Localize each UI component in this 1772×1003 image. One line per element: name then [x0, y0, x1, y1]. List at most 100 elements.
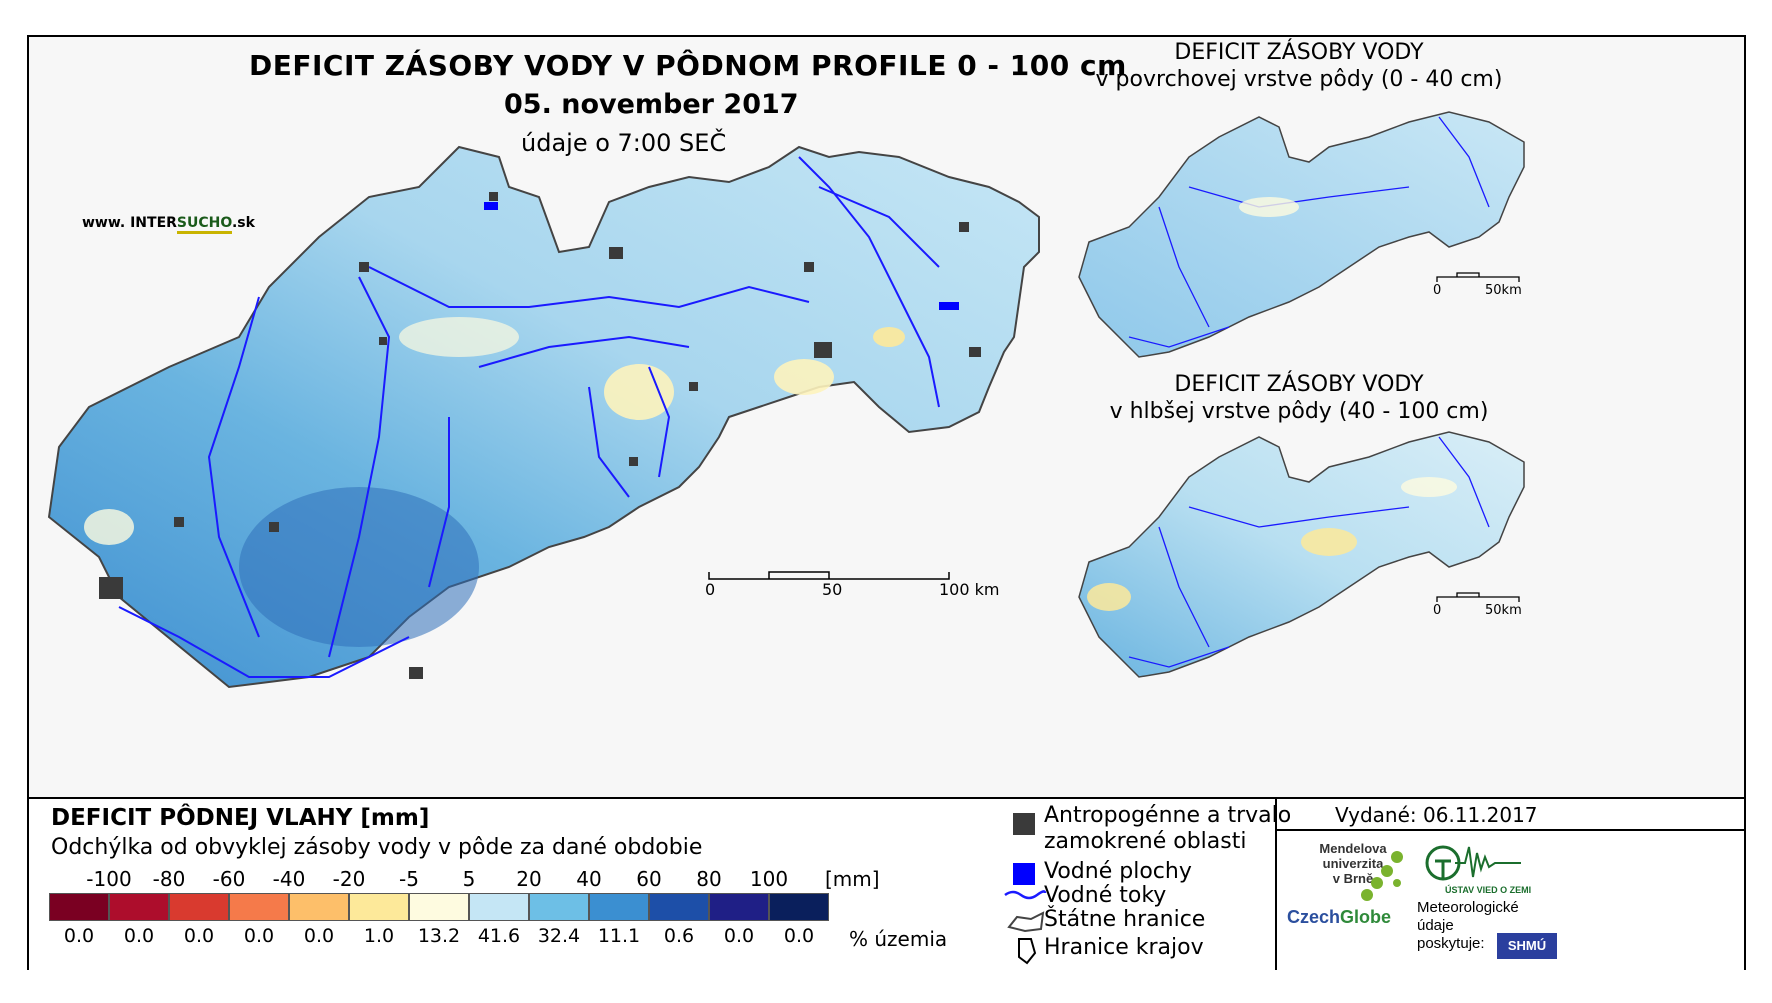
website-prefix: www. INTER	[82, 215, 177, 231]
meteo-line1: Meteorologické	[1417, 899, 1519, 916]
meteo-line2: údaje	[1417, 917, 1454, 934]
website-brand: SUCHO	[176, 215, 232, 234]
legend-percentage: 0.0	[123, 925, 155, 947]
urban-label-line2: zamokrené oblasti	[1044, 829, 1247, 854]
dry-patch	[84, 509, 134, 545]
urban-swatch	[1013, 813, 1035, 835]
region-border-legend-label: Hranice krajov	[1044, 935, 1204, 960]
state-border-legend-label: Štátne hranice	[1044, 907, 1206, 932]
legend-subtitle: Odchýlka od obvyklej zásoby vody v pôde …	[51, 835, 703, 860]
legend-bin-edge: 60	[636, 867, 662, 891]
mendel-line2: univerzita	[1322, 856, 1384, 871]
water-body	[484, 202, 498, 210]
mendel-logo: Mendelova univerzita v Brně	[1313, 841, 1393, 886]
legend-bin-edge: 100	[749, 867, 789, 891]
percent-label: % územia	[849, 927, 948, 951]
rivers-inset2	[1128, 436, 1490, 668]
mendel-line3: v Brně	[1332, 871, 1374, 886]
slovakia-map-main	[47, 145, 1040, 689]
meteo-text: Meteorologické údaje poskytuje:	[1417, 899, 1519, 953]
ustav-text: ÚSTAV VIED O ZEMI	[1445, 885, 1532, 895]
legend-swatch	[529, 893, 589, 921]
legend-bin-edge: -5	[399, 867, 419, 891]
dry-patch	[399, 317, 519, 357]
main-title: DEFICIT ZÁSOBY VODY V PÔDNOM PROFILE 0 -…	[249, 49, 1127, 82]
dry-patch	[1239, 197, 1299, 217]
legend-percentage: 0.0	[63, 925, 95, 947]
website-label[interactable]: www. INTERSUCHO.sk	[82, 215, 255, 234]
rivers-main	[118, 156, 940, 678]
region-border-icon	[1018, 938, 1037, 965]
dry-patch	[1087, 583, 1131, 611]
inset1-title-line2: v povrchovej vrstve pôdy (0 - 40 cm)	[1095, 67, 1503, 92]
urban-legend-label: Antropogénne a trvalo zamokrené oblasti	[1044, 803, 1291, 855]
legend-swatch	[169, 893, 229, 921]
slovakia-map-inset2	[1078, 431, 1525, 678]
legend-bin-edge: -100	[86, 867, 132, 891]
legend-swatch	[769, 893, 829, 921]
legend-unit: [mm]	[825, 867, 880, 891]
czechglobe-logo: CzechGlobe	[1287, 907, 1391, 928]
issued-box: Vydané: 06.11.2017	[1277, 799, 1746, 831]
inset1-title-line1: DEFICIT ZÁSOBY VODY	[1174, 40, 1424, 65]
inset1-scale-0: 0	[1433, 283, 1442, 298]
issued-label: Vydané: 06.11.2017	[1335, 803, 1538, 827]
legend-percentage: 13.2	[417, 925, 461, 947]
issued-logos-panel: Vydané: 06.11.2017 Mendelova univerzita …	[1275, 799, 1746, 970]
legend-swatch	[649, 893, 709, 921]
rivers-legend-label: Vodné toky	[1044, 883, 1167, 908]
water-swatch	[1013, 863, 1035, 885]
legend-percentage: 41.6	[477, 925, 521, 947]
mendel-dots-icon	[1361, 851, 1403, 901]
legend-percentage: 1.0	[363, 925, 395, 947]
legend-percentage: 0.6	[663, 925, 695, 947]
inset2-scale-0: 0	[1433, 603, 1442, 618]
legend-bin-edge: 40	[576, 867, 602, 891]
scale-bar-inset1	[1436, 272, 1520, 282]
main-map-svg	[47, 111, 1525, 689]
urban-label-line1: Antropogénne a trvalo	[1044, 803, 1292, 828]
inset1-title: DEFICIT ZÁSOBY VODY v povrchovej vrstve …	[1039, 39, 1559, 93]
map-frame: DEFICIT ZÁSOBY VODY V PÔDNOM PROFILE 0 -…	[27, 35, 1746, 970]
legend-percentage: 0.0	[303, 925, 335, 947]
river-symbol-icon	[1004, 890, 1047, 900]
legend-bin-edge: -80	[152, 867, 186, 891]
scale-label-0: 0	[705, 580, 716, 599]
wet-region	[239, 487, 479, 647]
dry-patch	[774, 359, 834, 395]
time-note: údaje o 7:00 SEČ	[521, 129, 727, 157]
legend-swatch	[349, 893, 409, 921]
inset2-title-line1: DEFICIT ZÁSOBY VODY	[1174, 372, 1424, 397]
shmu-logo: SHMÚ	[1497, 933, 1557, 959]
legend-bin-edge: -60	[212, 867, 246, 891]
czechglobe-czech: Czech	[1287, 907, 1341, 927]
legend-bin-edge: 20	[516, 867, 542, 891]
water-body	[939, 302, 959, 310]
legend-swatch	[229, 893, 289, 921]
meteo-line3: poskytuje:	[1417, 935, 1485, 952]
legend-swatch	[709, 893, 769, 921]
scale-label-100: 100 km	[939, 580, 1000, 599]
legend-percentage: 11.1	[597, 925, 641, 947]
legend-bin-edge: 80	[696, 867, 722, 891]
legend-swatch	[109, 893, 169, 921]
scale-bar-main	[708, 571, 950, 580]
legend-bin-edge: 5	[462, 867, 476, 891]
state-border-icon	[1007, 911, 1045, 933]
legend-swatch	[289, 893, 349, 921]
dry-patch	[873, 327, 905, 347]
inset2-title-line2: v hlbšej vrstve pôdy (40 - 100 cm)	[1109, 399, 1489, 424]
water-legend-label: Vodné plochy	[1044, 859, 1192, 884]
dry-patch	[1401, 477, 1457, 497]
legend-panel: DEFICIT PÔDNEJ VLAHY [mm] Odchýlka od ob…	[29, 797, 1746, 970]
inset1-scale-50: 50km	[1485, 283, 1522, 298]
map-area: DEFICIT ZÁSOBY VODY V PÔDNOM PROFILE 0 -…	[29, 37, 1744, 797]
legend-title: DEFICIT PÔDNEJ VLAHY [mm]	[51, 805, 430, 831]
legend-percentage: 0.0	[723, 925, 755, 947]
legend-percentage: 0.0	[783, 925, 815, 947]
mendel-line1: Mendelova	[1319, 841, 1387, 856]
legend-percentage: 0.0	[183, 925, 215, 947]
legend-bin-edge: -40	[272, 867, 306, 891]
main-date: 05. november 2017	[504, 89, 799, 120]
czechglobe-globe: Globe	[1340, 907, 1392, 927]
